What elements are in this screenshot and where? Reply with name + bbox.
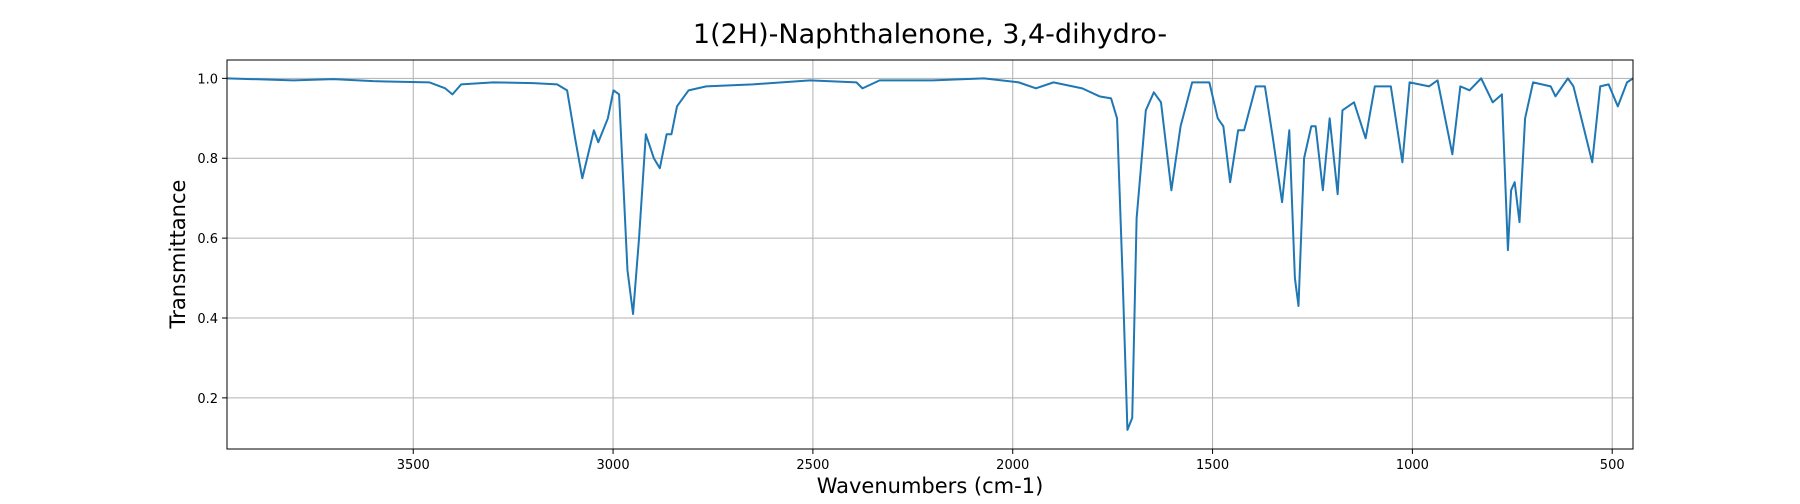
y-tick-label: 0.6	[197, 232, 218, 247]
x-tick-label: 500	[1600, 458, 1625, 473]
y-tick-label: 0.8	[197, 152, 218, 167]
y-axis-label: Transmittance	[166, 180, 190, 330]
x-tick-label: 1000	[1396, 458, 1429, 473]
y-tick-label: 0.2	[197, 392, 218, 407]
x-tick-label: 3500	[397, 458, 430, 473]
x-tick-label: 3000	[597, 458, 630, 473]
plot-frame	[226, 59, 1634, 450]
x-tick-label: 1500	[1196, 458, 1229, 473]
y-tick-label: 1.0	[197, 72, 218, 87]
spectrum-line	[226, 77, 1634, 431]
y-tick-label: 0.4	[197, 312, 218, 327]
chart-title: 1(2H)-Naphthalenone, 3,4-dihydro-	[693, 19, 1167, 50]
x-tick-label: 2500	[796, 458, 829, 473]
x-axis-label: Wavenumbers (cm-1)	[817, 474, 1044, 498]
x-tick-label: 2000	[996, 458, 1029, 473]
